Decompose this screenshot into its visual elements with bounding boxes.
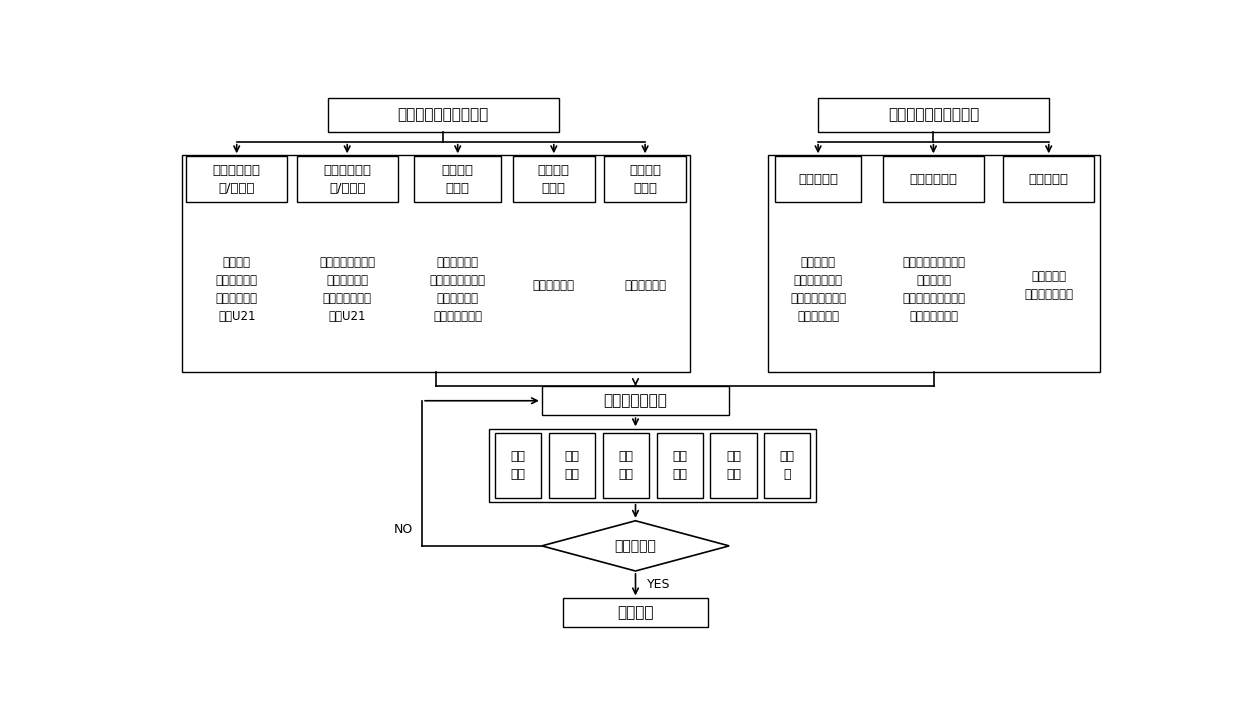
Text: YES: YES: [647, 578, 671, 591]
FancyBboxPatch shape: [563, 598, 708, 627]
Text: 公用充电设施布局规划: 公用充电设施布局规划: [888, 107, 980, 123]
Text: 环卫车充
电桩群: 环卫车充 电桩群: [629, 164, 661, 194]
FancyBboxPatch shape: [1003, 156, 1095, 202]
Text: 出租车充电桩
群/换电站: 出租车充电桩 群/换电站: [324, 164, 371, 194]
FancyBboxPatch shape: [490, 429, 816, 502]
Text: 公用充电站: 公用充电站: [799, 173, 838, 186]
FancyBboxPatch shape: [513, 156, 595, 202]
Text: 邮政车充
电桩群: 邮政车充 电桩群: [538, 164, 570, 194]
Text: 均衡
性: 均衡 性: [780, 450, 795, 481]
Text: 人口
密度: 人口 密度: [511, 450, 526, 481]
FancyBboxPatch shape: [186, 156, 288, 202]
Text: 物流车充
电桩群: 物流车充 电桩群: [441, 164, 474, 194]
FancyBboxPatch shape: [549, 433, 595, 498]
Text: 公交车充电桩
群/换电站: 公交车充电桩 群/换电站: [213, 164, 260, 194]
FancyBboxPatch shape: [414, 156, 501, 202]
FancyBboxPatch shape: [603, 433, 649, 498]
Text: NO: NO: [393, 523, 413, 536]
FancyBboxPatch shape: [296, 156, 398, 202]
Text: 纳入方案: 纳入方案: [618, 605, 653, 621]
Text: 方案点位备选库: 方案点位备选库: [604, 393, 667, 408]
FancyBboxPatch shape: [542, 386, 729, 415]
Text: 现状出租车停车场
企业意向点位
规划未建加气站
规划U21: 现状出租车停车场 企业意向点位 规划未建加气站 规划U21: [319, 256, 376, 323]
FancyBboxPatch shape: [883, 156, 983, 202]
Text: 控规加油站
控规社会停车场
土发中心收储地块
企业意向点位: 控规加油站 控规社会停车场 土发中心收储地块 企业意向点位: [790, 256, 846, 323]
FancyBboxPatch shape: [818, 98, 1049, 132]
Text: 专用充电设施布局规划: 专用充电设施布局规划: [398, 107, 489, 123]
Text: 建设
意向: 建设 意向: [727, 450, 742, 481]
Text: 现状配送企业
交委下属物流地块
规划物流节点
现状公路货运站: 现状配送企业 交委下属物流地块 规划物流节点 现状公路货运站: [430, 256, 486, 323]
FancyBboxPatch shape: [182, 155, 691, 372]
Text: 综合条件好: 综合条件好: [615, 539, 656, 553]
Text: 现状站场
近期建设站场
企业意向点位
规划U21: 现状站场 近期建设站场 企业意向点位 规划U21: [216, 256, 258, 323]
Text: 现状邮政车场: 现状邮政车场: [533, 278, 575, 291]
Polygon shape: [542, 521, 729, 571]
Text: 省专项规划
高速公路服务区: 省专项规划 高速公路服务区: [1024, 270, 1074, 301]
FancyBboxPatch shape: [657, 433, 703, 498]
FancyBboxPatch shape: [768, 155, 1100, 372]
FancyBboxPatch shape: [764, 433, 811, 498]
Text: 用地
条件: 用地 条件: [564, 450, 579, 481]
Text: 公用充电桩群: 公用充电桩群: [909, 173, 957, 186]
FancyBboxPatch shape: [327, 98, 558, 132]
Text: 城际快充站: 城际快充站: [1029, 173, 1069, 186]
FancyBboxPatch shape: [711, 433, 756, 498]
Text: 现状环卫车场: 现状环卫车场: [624, 278, 666, 291]
Text: 电力
条件: 电力 条件: [672, 450, 687, 481]
FancyBboxPatch shape: [495, 433, 542, 498]
Text: 现状路外公共停车场
企业意向点
控规社会停车场地块
控规加油站地块: 现状路外公共停车场 企业意向点 控规社会停车场地块 控规加油站地块: [901, 256, 965, 323]
FancyBboxPatch shape: [775, 156, 862, 202]
FancyBboxPatch shape: [604, 156, 686, 202]
Text: 交通
条件: 交通 条件: [619, 450, 634, 481]
